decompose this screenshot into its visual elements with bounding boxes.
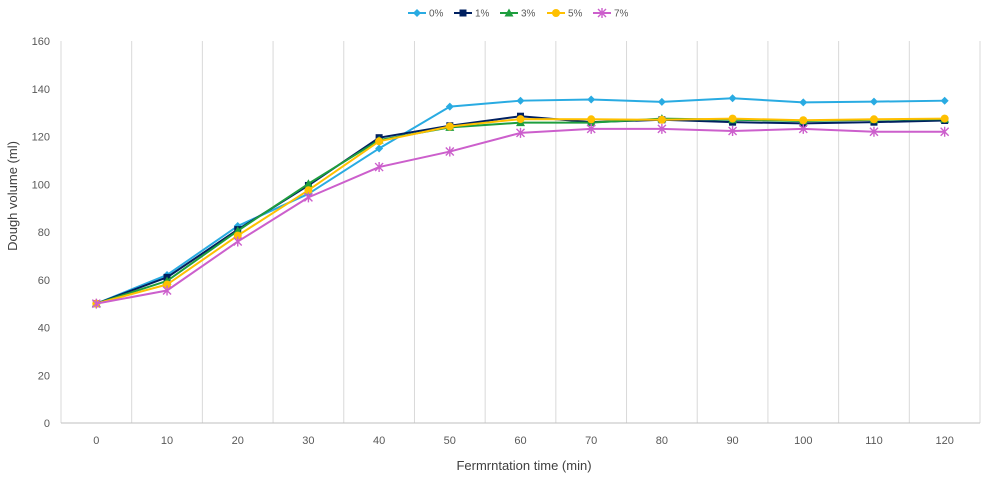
x-tick-label: 0 — [93, 435, 99, 447]
data-point-0pct — [799, 98, 808, 107]
legend-label-3pct: 3% — [521, 9, 536, 20]
x-tick-label: 110 — [865, 435, 883, 447]
legend-marker-7pct — [597, 8, 607, 18]
legend-marker-5pct — [552, 9, 560, 17]
data-point-7pct — [728, 126, 738, 137]
legend-marker-3pct — [504, 8, 514, 17]
data-point-7pct — [516, 127, 525, 138]
y-tick-label: 0 — [44, 418, 50, 430]
y-tick-label: 160 — [32, 36, 50, 48]
data-point-3pct — [303, 179, 313, 188]
series-7pct — [91, 123, 950, 309]
grid — [60, 41, 981, 423]
data-point-5pct — [304, 186, 313, 195]
series-0pct — [92, 94, 949, 308]
series-line-3pct — [96, 117, 945, 305]
y-axis-title: Dough volume (ml) — [5, 141, 20, 251]
legend-label-7pct: 7% — [614, 9, 629, 20]
data-point-7pct — [91, 298, 101, 309]
legend-item-7pct: 7% — [593, 8, 629, 20]
y-tick-label: 60 — [38, 275, 50, 287]
legend-marker-1pct — [459, 9, 467, 17]
data-point-0pct — [516, 96, 525, 105]
data-point-0pct — [657, 97, 666, 106]
x-tick-label: 60 — [514, 435, 526, 447]
series-1pct — [92, 112, 949, 308]
legend-item-5pct: 5% — [547, 9, 583, 20]
axes: 0 20 40 60 80 100 120 140 160 0 10 20 30 40 50 60 70 80 90… — [32, 36, 980, 447]
legend-item-0pct: 0% — [408, 9, 444, 20]
legend-marker-0pct — [413, 9, 421, 17]
data-point-5pct — [163, 280, 172, 289]
data-point-7pct — [586, 123, 596, 134]
data-point-5pct — [233, 231, 242, 240]
data-point-5pct — [587, 115, 596, 124]
y-tick-label: 140 — [32, 84, 50, 96]
legend-label-5pct: 5% — [568, 9, 583, 20]
data-point-5pct — [940, 114, 949, 123]
y-tick-label: 100 — [32, 179, 50, 191]
data-point-0pct — [728, 94, 737, 103]
x-tick-label: 40 — [373, 435, 385, 447]
data-point-5pct — [657, 115, 666, 124]
x-tick-label: 20 — [232, 435, 244, 447]
data-point-7pct — [374, 162, 384, 173]
data-point-7pct — [940, 126, 950, 137]
series-group — [91, 94, 950, 309]
legend-item-3pct: 3% — [500, 8, 536, 20]
series-5pct — [92, 114, 949, 308]
data-point-0pct — [587, 95, 596, 104]
x-tick-label: 50 — [444, 435, 456, 447]
x-tick-label: 70 — [585, 435, 597, 447]
series-line-7pct — [96, 127, 945, 305]
data-point-5pct — [516, 115, 525, 124]
series-line-5pct — [96, 117, 945, 305]
data-point-7pct — [303, 192, 313, 203]
x-tick-label: 120 — [935, 435, 953, 447]
x-tick-label: 100 — [794, 435, 812, 447]
data-point-7pct — [233, 236, 243, 247]
y-tick-label: 40 — [38, 323, 50, 335]
x-tick-label: 80 — [656, 435, 668, 447]
legend-label-1pct: 1% — [475, 9, 490, 20]
data-point-5pct — [445, 122, 454, 131]
data-point-5pct — [869, 115, 878, 124]
x-tick-label: 10 — [161, 435, 173, 447]
data-point-5pct — [799, 116, 808, 125]
data-point-0pct — [940, 96, 949, 105]
data-point-0pct — [445, 102, 454, 111]
x-tick-label: 90 — [726, 435, 738, 447]
y-tick-label: 120 — [32, 132, 50, 144]
x-tick-label: 30 — [302, 435, 314, 447]
y-tick-label: 20 — [38, 370, 50, 382]
data-point-7pct — [657, 123, 667, 134]
legend-item-1pct: 1% — [454, 9, 490, 20]
x-axis-title: Fermrntation time (min) — [456, 458, 591, 473]
data-point-0pct — [375, 144, 384, 153]
data-point-7pct — [445, 146, 455, 157]
data-point-7pct — [798, 123, 808, 134]
series-line-1pct — [95, 115, 945, 305]
data-point-7pct — [162, 285, 172, 296]
y-tick-label: 80 — [38, 227, 50, 239]
legend: 0% 1% 3% 5% 7% — [408, 8, 629, 20]
legend-label-0pct: 0% — [429, 9, 444, 20]
data-point-0pct — [869, 97, 878, 106]
data-point-7pct — [869, 126, 879, 137]
data-point-5pct — [728, 114, 737, 123]
data-point-5pct — [375, 137, 384, 146]
series-3pct — [91, 114, 950, 308]
